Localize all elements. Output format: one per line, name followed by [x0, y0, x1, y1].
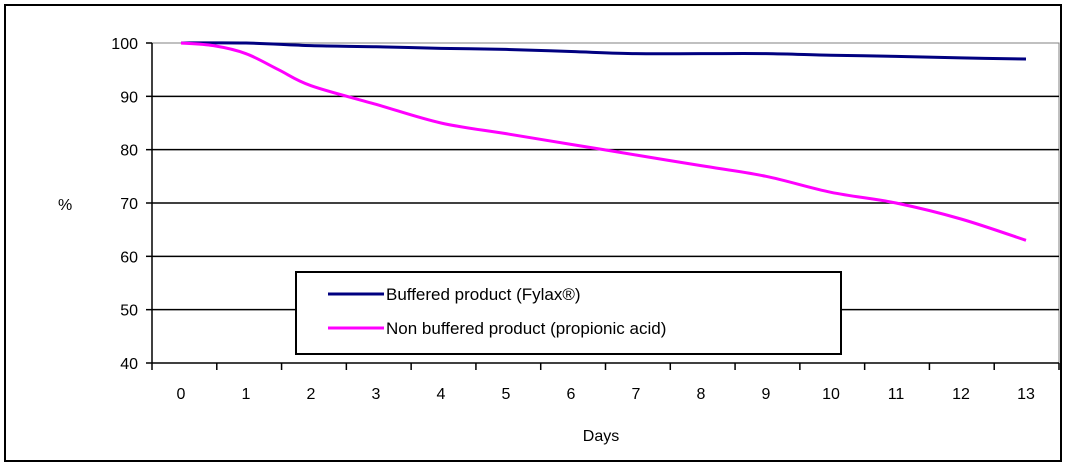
y-tick-label-90: 90	[120, 89, 138, 106]
legend-label-buffered: Buffered product (Fylax®)	[386, 285, 581, 304]
legend-label-non-buffered: Non buffered product (propionic acid)	[386, 319, 666, 338]
y-axis-tick-labels: 40 50 60 70 80 90 100	[111, 36, 138, 373]
x-tick-label-2: 2	[307, 386, 316, 403]
x-tick-label-0: 0	[177, 386, 186, 403]
x-axis-title: Days	[583, 428, 619, 445]
x-tick-label-4: 4	[437, 386, 446, 403]
series-line-buffered	[180, 41, 1027, 61]
x-tick-label-5: 5	[502, 386, 511, 403]
axes	[146, 42, 1060, 370]
x-tick-label-8: 8	[697, 386, 706, 403]
x-tick-label-6: 6	[567, 386, 576, 403]
legend-box	[295, 271, 842, 355]
chart-frame: 40 50 60 70 80 90 100 0 1 2 3 4 5 6 7 8 9 10 11 12 13 % Day…	[4, 4, 1062, 462]
x-tick-label-10: 10	[822, 386, 840, 403]
legend: Buffered product (Fylax®) Non buffered p…	[295, 271, 842, 355]
x-tick-label-7: 7	[632, 386, 641, 403]
x-tick-label-1: 1	[242, 386, 251, 403]
x-tick-label-13: 13	[1017, 386, 1035, 403]
y-tick-label-70: 70	[120, 196, 138, 213]
y-tick-label-100: 100	[111, 36, 138, 53]
y-axis-title: %	[58, 197, 72, 214]
x-tick-label-11: 11	[888, 386, 905, 403]
x-tick-label-12: 12	[952, 386, 970, 403]
series-lines	[180, 41, 1027, 242]
y-tick-label-80: 80	[120, 143, 138, 160]
y-tick-label-40: 40	[120, 356, 138, 373]
x-tick-label-9: 9	[762, 386, 771, 403]
series-line-non-buffered	[180, 41, 1027, 242]
x-tick-label-3: 3	[372, 386, 381, 403]
y-tick-label-50: 50	[120, 303, 138, 320]
y-tick-label-60: 60	[120, 249, 138, 266]
x-axis-tick-labels: 0 1 2 3 4 5 6 7 8 9 10 11 12 13	[177, 386, 1035, 403]
